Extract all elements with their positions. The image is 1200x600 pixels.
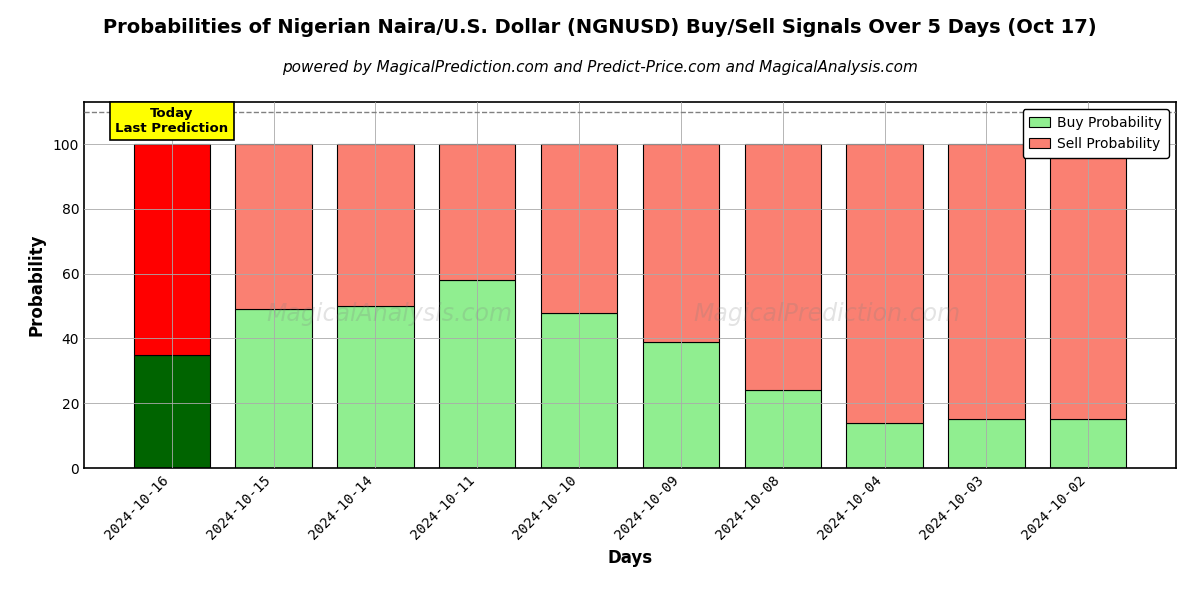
Bar: [133, 144, 210, 355]
Bar: [1050, 144, 1127, 419]
Bar: [541, 313, 617, 468]
Bar: [541, 144, 617, 313]
Text: MagicalAnalysis.com: MagicalAnalysis.com: [266, 302, 512, 326]
Text: MagicalPrediction.com: MagicalPrediction.com: [692, 302, 960, 326]
Bar: [439, 280, 516, 468]
Bar: [643, 144, 719, 341]
Text: Probabilities of Nigerian Naira/U.S. Dollar (NGNUSD) Buy/Sell Signals Over 5 Day: Probabilities of Nigerian Naira/U.S. Dol…: [103, 18, 1097, 37]
Text: powered by MagicalPrediction.com and Predict-Price.com and MagicalAnalysis.com: powered by MagicalPrediction.com and Pre…: [282, 60, 918, 75]
X-axis label: Days: Days: [607, 549, 653, 567]
Bar: [337, 144, 414, 306]
Bar: [1050, 419, 1127, 468]
Text: Today
Last Prediction: Today Last Prediction: [115, 107, 228, 135]
Bar: [439, 144, 516, 280]
Bar: [744, 390, 821, 468]
Bar: [235, 144, 312, 309]
Bar: [846, 422, 923, 468]
Bar: [948, 144, 1025, 419]
Bar: [643, 341, 719, 468]
Bar: [744, 144, 821, 390]
Bar: [948, 419, 1025, 468]
Y-axis label: Probability: Probability: [28, 234, 46, 336]
Bar: [235, 309, 312, 468]
Bar: [337, 306, 414, 468]
Legend: Buy Probability, Sell Probability: Buy Probability, Sell Probability: [1022, 109, 1169, 158]
Bar: [133, 355, 210, 468]
Bar: [846, 144, 923, 422]
